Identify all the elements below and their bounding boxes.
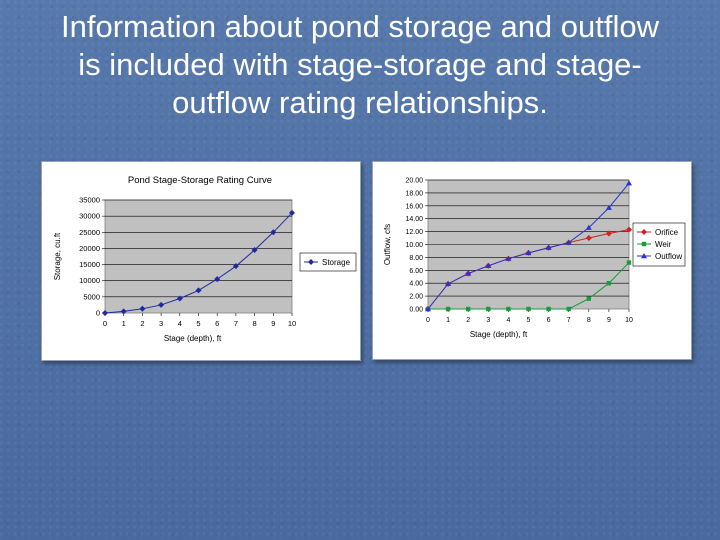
x-tick-label: 2 — [140, 319, 144, 328]
legend-label-orifice: Orifice — [655, 228, 679, 237]
title-line-1: Information about pond storage and outfl… — [60, 9, 660, 44]
data-point-storage — [270, 229, 277, 236]
data-point-outflow — [585, 224, 592, 230]
y-tick-label: 10000 — [79, 276, 100, 285]
data-point-outflow — [465, 270, 472, 276]
x-tick-label: 3 — [159, 319, 163, 328]
y-tick-label: 35000 — [79, 196, 100, 205]
y-tick-label: 20000 — [79, 244, 100, 253]
x-tick-label: 6 — [547, 317, 551, 324]
y-tick-label: 0.00 — [409, 307, 423, 314]
x-tick-label: 6 — [215, 319, 219, 328]
y-tick-label: 8.00 — [409, 255, 423, 262]
data-point-outflow — [626, 180, 632, 186]
y-tick-label: 25000 — [79, 228, 100, 237]
x-tick-label: 5 — [527, 317, 531, 324]
data-point-weir — [466, 306, 471, 312]
y-tick-label: 0 — [96, 309, 100, 318]
x-tick-label: 4 — [178, 319, 182, 328]
legend-label-weir: Weir — [655, 240, 672, 249]
stage-storage-chart: Pond Stage-Storage Rating Curve 0 5000 1000… — [53, 175, 357, 343]
data-point-storage — [120, 308, 127, 315]
x-tick-label: 9 — [607, 317, 611, 324]
x-tick-label: 8 — [253, 319, 257, 328]
data-point-outflow — [565, 239, 572, 245]
legend-box — [299, 252, 357, 272]
data-point-weir — [445, 306, 451, 312]
y-tick-label: 2.00 — [409, 294, 423, 301]
y-axis-label: Outflow, cfs — [383, 224, 392, 265]
data-point-outflow — [445, 280, 452, 287]
y-tick-label: 12.00 — [405, 229, 423, 236]
y-tick-label: 4.00 — [409, 281, 423, 288]
x-tick-label: 4 — [506, 317, 510, 324]
data-point-outflow — [505, 255, 512, 261]
legend-label-storage: Storage — [322, 258, 351, 267]
y-tick-label: 6.00 — [409, 268, 423, 275]
data-point-weir — [486, 306, 491, 312]
data-point-storage — [289, 209, 295, 216]
legend-marker-orifice — [641, 229, 647, 235]
data-point-outflow — [485, 262, 492, 268]
data-point-weir — [586, 296, 591, 301]
data-point-weir — [566, 306, 571, 312]
data-point-storage — [176, 295, 183, 302]
data-point-storage — [232, 263, 239, 270]
title-line-2: is included with stage-storage and stage… — [78, 47, 642, 82]
data-point-orifice — [585, 235, 592, 242]
x-tick-label: 0 — [103, 319, 107, 328]
stage-outflow-chart-panel: 0.00 2.00 4.00 6.00 8.00 10.00 12.00 14.00 16.00… — [372, 161, 692, 360]
data-point-weir — [526, 306, 531, 312]
data-point-outflow — [605, 204, 612, 210]
y-tick-label: 5000 — [83, 292, 100, 301]
chart-title: Pond Stage-Storage Rating Curve — [128, 175, 272, 186]
data-point-storage — [102, 310, 108, 316]
legend-marker-outflow — [641, 253, 647, 259]
data-point-storage — [251, 247, 258, 254]
data-point-weir — [606, 281, 612, 286]
plot-area — [104, 199, 293, 314]
x-axis-label: Stage (depth), ft — [164, 334, 222, 343]
data-point-weir — [506, 306, 511, 312]
data-point-outflow — [525, 249, 532, 256]
data-point-storage — [195, 287, 202, 294]
x-tick-label: 5 — [196, 319, 200, 328]
y-tick-label: 30000 — [79, 212, 100, 221]
y-axis-label: Storage, cu.ft — [53, 232, 62, 280]
legend-marker-storage — [308, 259, 314, 265]
data-point-storage — [214, 276, 221, 283]
data-point-weir — [626, 260, 632, 265]
y-tick-label: 15000 — [79, 260, 100, 269]
x-tick-label: 0 — [426, 317, 430, 324]
x-tick-label: 10 — [625, 317, 633, 324]
x-tick-label: 1 — [122, 319, 126, 328]
y-tick-label: 16.00 — [405, 203, 423, 210]
y-tick-label: 14.00 — [405, 216, 423, 223]
legend-label-outflow: Outflow — [655, 252, 682, 261]
x-tick-label: 9 — [271, 319, 275, 328]
title-line-3: outflow rating relationships. — [172, 85, 548, 120]
slide-title: Information about pond storage and outfl… — [20, 8, 700, 122]
data-point-storage — [139, 305, 146, 312]
y-tick-label: 10.00 — [405, 242, 423, 249]
data-point-orifice — [605, 230, 612, 237]
data-point-storage — [158, 301, 165, 308]
y-tick-label: 20.00 — [405, 178, 423, 185]
x-tick-label: 7 — [567, 317, 571, 324]
stage-outflow-chart: 0.00 2.00 4.00 6.00 8.00 10.00 12.00 14.00 16.00… — [383, 178, 686, 339]
data-point-orifice — [626, 226, 632, 233]
y-tick-label: 18.00 — [405, 190, 423, 197]
data-point-weir — [546, 306, 551, 312]
x-tick-label: 2 — [466, 317, 470, 324]
x-tick-label: 1 — [446, 317, 450, 324]
stage-storage-chart-panel: Pond Stage-Storage Rating Curve 0 5000 1000… — [41, 161, 361, 361]
x-tick-label: 8 — [587, 317, 591, 324]
x-tick-label: 7 — [234, 319, 238, 328]
legend-marker-weir — [641, 241, 647, 247]
data-point-outflow — [545, 244, 552, 250]
x-tick-label: 3 — [486, 317, 490, 324]
data-point-outflow — [425, 306, 431, 312]
x-axis-label: Stage (depth), ft — [470, 330, 528, 339]
x-tick-label: 10 — [288, 319, 296, 328]
